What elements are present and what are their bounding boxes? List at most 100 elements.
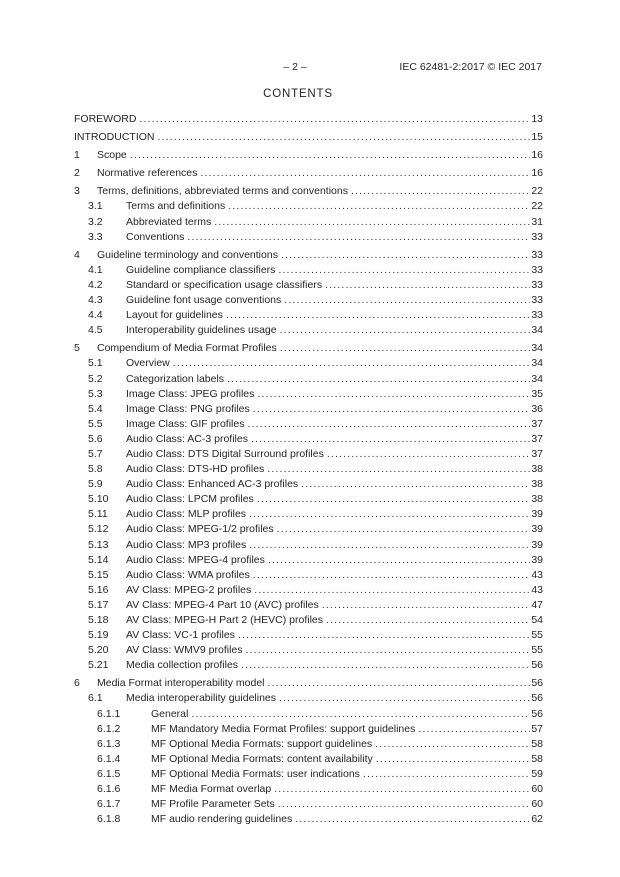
toc-entry-number: 5.4	[88, 402, 103, 415]
toc-entry-page: 38	[531, 463, 543, 476]
toc-entry-number: 4	[74, 248, 80, 261]
toc-leader-dots: ........................................…	[301, 478, 531, 491]
toc-entry-page: 33	[531, 263, 543, 276]
toc-leader-dots: ........................................…	[279, 692, 530, 705]
toc-entry: 3.3 Conventions ........................…	[74, 230, 543, 245]
toc-entry-page: 39	[531, 538, 543, 551]
toc-entry-number: 5.6	[88, 432, 103, 445]
toc-leader-dots: ........................................…	[252, 402, 531, 415]
toc-entry-number: 5.9	[88, 478, 103, 491]
toc-entry: 3.2 Abbreviated terms ..................…	[74, 215, 543, 230]
toc-entry-number: 5.8	[88, 463, 103, 476]
toc-entry: 5.18 AV Class: MPEG-H Part 2 (HEVC) prof…	[74, 613, 543, 628]
toc-entry-number: 2	[74, 167, 80, 180]
toc-entry-number: 3.2	[88, 215, 103, 228]
toc-entry: 6 Media Format interoperability model ..…	[74, 676, 543, 691]
toc-entry-number: 3.3	[88, 230, 103, 243]
toc-entry-page: 56	[531, 677, 543, 690]
toc-entry: 5 Compendium of Media Format Profiles ..…	[74, 341, 543, 356]
toc-leader-dots: ........................................…	[375, 752, 531, 765]
toc-leader-dots: ........................................…	[280, 248, 530, 261]
toc-entry: 3 Terms, definitions, abbreviated terms …	[74, 184, 543, 199]
toc-entry-number: 4.1	[88, 263, 103, 276]
toc-entry-title: Guideline font usage conventions	[126, 294, 282, 307]
toc-entry: 4.4 Layout for guidelines ..............…	[74, 308, 543, 323]
toc-entry-title: Audio Class: WMA profiles	[126, 568, 250, 581]
toc-entry-title: MF Optional Media Formats: user indicati…	[151, 767, 360, 780]
toc-entry-number: 5	[74, 342, 80, 355]
toc-leader-dots: ........................................…	[157, 131, 531, 144]
toc-leader-dots: ........................................…	[252, 568, 531, 581]
toc-entry-page: 36	[531, 402, 543, 415]
toc-entry-number: 5.21	[88, 659, 109, 672]
toc-leader-dots: ........................................…	[325, 278, 530, 291]
toc-entry-title: Image Class: GIF profiles	[126, 417, 245, 430]
toc-entry-title: Overview	[126, 357, 170, 370]
toc-leader-dots: ........................................…	[241, 659, 530, 672]
toc-entry: 1 Scope ................................…	[74, 148, 543, 163]
toc-entry-number: 6.1.7	[97, 798, 121, 811]
toc-entry-title: Interoperability guidelines usage	[126, 324, 277, 337]
toc-leader-dots: ........................................…	[279, 324, 531, 337]
toc-entry-page: 57	[531, 722, 543, 735]
toc-entry-title: MF Optional Media Formats: content avail…	[151, 752, 373, 765]
toc-entry-page: 62	[531, 813, 543, 826]
toc-leader-dots: ........................................…	[139, 113, 530, 125]
toc-entry: 4.3 Guideline font usage conventions ...…	[74, 293, 543, 308]
toc-entry: 6.1.4 MF Optional Media Formats: content…	[74, 752, 543, 767]
toc-entry: 5.15 Audio Class: WMA profiles .........…	[74, 568, 543, 583]
toc-entry-title: Audio Class: MLP profiles	[126, 508, 247, 521]
toc-entry-number: 5.11	[88, 508, 108, 521]
toc-leader-dots: ........................................…	[326, 447, 531, 460]
toc-entry: INTRODUCTION ...........................…	[74, 130, 543, 145]
toc-entry: 6.1.7 MF Profile Parameter Sets ........…	[74, 797, 543, 812]
toc-entry-page: 31	[531, 215, 543, 228]
toc-entry-number: 5.19	[88, 629, 109, 642]
toc-leader-dots: ........................................…	[321, 598, 531, 611]
toc-entry: 5.9 Audio Class: Enhanced AC-3 profiles …	[74, 477, 543, 492]
toc-entry: 2 Normative references .................…	[74, 166, 543, 181]
toc-entry-title: Audio Class: AC-3 profiles	[126, 432, 248, 445]
toc-leader-dots: ........................................…	[375, 737, 530, 750]
toc-entry-page: 39	[531, 523, 543, 536]
toc-entry-page: 37	[531, 432, 543, 445]
toc-entry: 5.6 Audio Class: AC-3 profiles .........…	[74, 432, 543, 447]
toc-entry-title: AV Class: MPEG-2 profiles	[126, 583, 252, 596]
toc-entry: 5.1 Overview ...........................…	[74, 356, 543, 371]
toc-entry-page: 55	[531, 629, 543, 642]
toc-entry: 3.1 Terms and definitions ..............…	[74, 199, 543, 214]
toc-entry: 4.1 Guideline compliance classifiers ...…	[74, 263, 543, 278]
toc-leader-dots: ........................................…	[227, 372, 531, 385]
toc-entry-page: 39	[531, 508, 543, 521]
toc-entry-page: 15	[531, 131, 543, 144]
toc-entry: 6.1.1 General ..........................…	[74, 707, 543, 722]
toc-entry-page: 33	[531, 278, 543, 291]
toc-leader-dots: ........................................…	[250, 432, 530, 445]
toc-entry-title: AV Class: WMV9 profiles	[126, 644, 243, 657]
toc-leader-dots: ........................................…	[267, 677, 531, 690]
toc-leader-dots: ........................................…	[172, 357, 531, 370]
toc-leader-dots: ........................................…	[249, 508, 530, 521]
toc-entry-title: Audio Class: Enhanced AC-3 profiles	[126, 478, 299, 491]
toc-entry-number: 5.12	[88, 523, 109, 536]
toc-entry-title: MF Mandatory Media Format Profiles: supp…	[151, 722, 416, 735]
toc-entry-title: AV Class: MPEG-H Part 2 (HEVC) profiles	[126, 614, 324, 626]
toc-leader-dots: ........................................…	[278, 263, 531, 276]
contents-heading: CONTENTS	[263, 88, 333, 100]
toc-entry-number: 6.1.1	[97, 707, 121, 720]
toc-entry-number: 5.5	[88, 417, 103, 430]
toc-entry-title: MF Media Format overlap	[151, 783, 272, 796]
toc-entry: 6.1.2 MF Mandatory Media Format Profiles…	[74, 722, 543, 737]
toc-entry-page: 33	[531, 309, 543, 322]
toc-entry-number: 5.15	[88, 568, 109, 581]
toc-entry: 5.14 Audio Class: MPEG-4 profiles ......…	[74, 553, 543, 568]
toc-entry-page: 35	[531, 387, 543, 400]
toc-leader-dots: ........................................…	[247, 417, 530, 430]
toc-entry-number: 5.20	[88, 644, 109, 657]
toc-entry-number: 4.5	[88, 324, 103, 337]
toc-leader-dots: ........................................…	[274, 783, 531, 796]
toc-entry-title: Audio Class: DTS Digital Surround profil…	[126, 447, 324, 460]
toc-leader-dots: ........................................…	[228, 200, 531, 213]
toc-entry-number: 6.1.2	[97, 722, 121, 735]
toc-entry: FOREWORD ...............................…	[74, 112, 543, 127]
